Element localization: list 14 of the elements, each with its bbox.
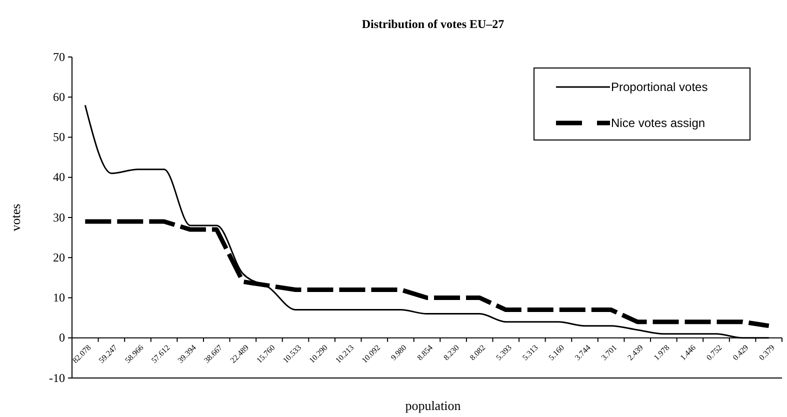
legend-label: Nice votes assign [611, 116, 706, 130]
y-tick-label: 50 [53, 130, 65, 144]
y-tick-label: 40 [53, 170, 65, 184]
y-tick-label: 10 [53, 290, 65, 305]
y-tick-label: 0 [59, 330, 65, 345]
y-tick-label: 30 [53, 210, 65, 224]
x-axis-title: population [405, 398, 462, 413]
chart-title: Distribution of votes EU–27 [362, 17, 504, 31]
y-tick-label: -10 [49, 370, 65, 385]
legend-label: Proportional votes [611, 80, 708, 94]
y-axis-title: votes [8, 204, 23, 232]
y-tick-label: 70 [53, 50, 65, 64]
y-tick-label: 20 [53, 250, 65, 264]
y-tick-label: 60 [53, 90, 65, 104]
